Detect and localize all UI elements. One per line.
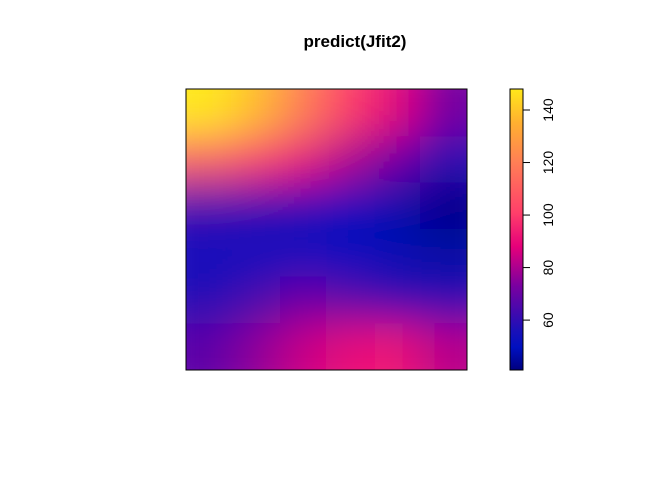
heatmap-cell — [373, 182, 422, 231]
heatmap-cell — [420, 276, 467, 325]
heatmap-cell — [186, 135, 234, 184]
heatmap-cell — [279, 89, 328, 137]
plot-frame — [185, 88, 468, 371]
heatmap-cell — [186, 323, 234, 370]
heatmap-cell — [373, 276, 422, 325]
colorbar-tick-label: 80 — [540, 260, 556, 276]
heatmap-cell — [373, 229, 422, 278]
heatmap-cell — [279, 135, 328, 184]
heatmap-cell — [232, 276, 281, 325]
heatmap-cell — [373, 135, 422, 184]
heatmap-cell — [279, 323, 328, 370]
heatmap-cell — [420, 135, 467, 184]
colorbar-tick-label: 60 — [540, 312, 556, 328]
heatmap-surface — [186, 89, 467, 370]
colorbar — [509, 88, 524, 371]
colorbar-tick-label: 100 — [540, 203, 556, 227]
heatmap-cell — [420, 182, 467, 231]
heatmap-cell — [420, 89, 467, 137]
heatmap-cell — [326, 135, 375, 184]
heatmap-cell — [279, 276, 328, 325]
heatmap-cell — [373, 323, 422, 370]
heatmap-cell — [279, 229, 328, 278]
heatmap-cell — [186, 182, 234, 231]
heatmap-cell — [232, 89, 281, 137]
heatmap-cell — [279, 182, 328, 231]
heatmap-cell — [326, 182, 375, 231]
heatmap-cell — [326, 89, 375, 137]
heatmap-cell — [326, 229, 375, 278]
heatmap-cell — [186, 229, 234, 278]
heatmap-cell — [232, 135, 281, 184]
chart-title: predict(Jfit2) — [304, 32, 407, 51]
heatmap-cell — [232, 229, 281, 278]
heatmap-cell — [232, 323, 281, 370]
heatmap-cell — [186, 89, 234, 137]
heatmap-cell — [326, 323, 375, 370]
heatmap-cell — [373, 89, 422, 137]
colorbar-ticks: 60 80 100 120 140 — [523, 98, 556, 328]
heatmap-cell — [326, 276, 375, 325]
heatmap-cell — [232, 182, 281, 231]
heatmap-cell — [420, 323, 467, 370]
heatmap-cell — [186, 276, 234, 325]
heatmap-cell — [420, 229, 467, 278]
colorbar-tick-label: 140 — [540, 98, 556, 122]
colorbar-tick-label: 120 — [540, 151, 556, 175]
